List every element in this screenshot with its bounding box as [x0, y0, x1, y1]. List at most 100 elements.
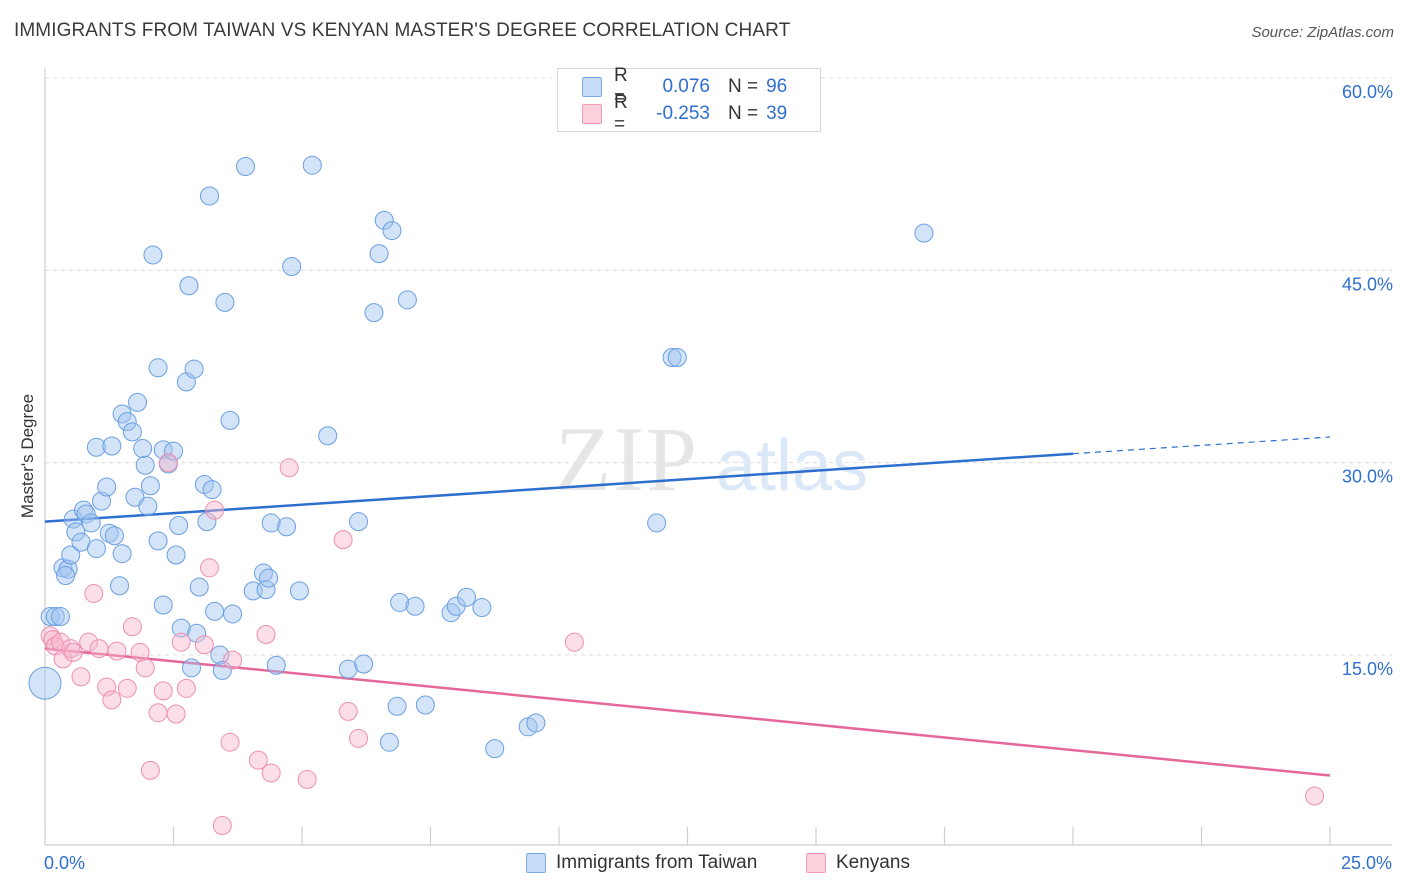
taiwan-point: [86, 437, 106, 457]
kenyans-point: [194, 635, 214, 655]
taiwan-point: [266, 655, 286, 675]
legend-swatch-kenyans: [582, 104, 602, 124]
taiwan-point: [364, 303, 384, 323]
kenyans-point: [223, 650, 243, 670]
legend-n-label: N =: [728, 103, 759, 124]
watermark: ZIP atlas: [555, 408, 868, 510]
series-label-kenyans: Kenyans: [836, 852, 910, 873]
taiwan-point: [140, 476, 160, 496]
kenyans-point: [97, 677, 117, 697]
taiwan-point: [349, 512, 369, 532]
taiwan-trendline-extension: [1072, 436, 1331, 455]
taiwan-point: [472, 598, 492, 618]
taiwan-point: [92, 491, 112, 511]
taiwan-point: [50, 607, 70, 627]
taiwan-point: [318, 426, 338, 446]
series-legend-taiwan[interactable]: Immigrants from Taiwan: [526, 852, 757, 874]
taiwan-point: [112, 544, 132, 564]
legend-swatch-taiwan: [582, 77, 602, 97]
x-tick-max: 25.0%: [1340, 853, 1392, 873]
taiwan-point: [667, 348, 687, 368]
chart-title: IMMIGRANTS FROM TAIWAN VS KENYAN MASTER'…: [14, 20, 791, 41]
taiwan-point: [289, 581, 309, 601]
kenyans-point: [171, 632, 191, 652]
taiwan-point: [382, 221, 402, 241]
taiwan-point: [397, 290, 417, 310]
trendlines: [44, 436, 1331, 777]
kenyans-point: [89, 639, 109, 659]
taiwan-point: [169, 515, 189, 535]
taiwan-point: [181, 658, 201, 678]
taiwan-point: [456, 587, 476, 607]
taiwan-point: [662, 348, 682, 368]
taiwan-point: [220, 410, 240, 430]
taiwan-point: [302, 155, 322, 175]
taiwan-point: [66, 522, 86, 542]
taiwan-point: [171, 618, 191, 638]
kenyans-point: [1305, 786, 1325, 806]
series-swatch-taiwan: [526, 853, 546, 873]
kenyans-point: [333, 530, 353, 550]
kenyans-point: [50, 632, 70, 652]
taiwan-point: [202, 480, 222, 500]
watermark-atlas: atlas: [716, 426, 868, 506]
x-tick-min: 0.0%: [44, 853, 86, 873]
kenyans-point: [176, 678, 196, 698]
taiwan-point: [277, 517, 297, 537]
kenyans-point: [166, 704, 186, 724]
taiwan-point: [354, 654, 374, 674]
taiwan-point: [45, 607, 65, 627]
kenyans-point: [140, 760, 160, 780]
kenyans-points: [40, 453, 1325, 836]
kenyans-point: [199, 558, 219, 578]
kenyans-point: [212, 816, 232, 836]
taiwan-point: [282, 256, 302, 276]
taiwan-point: [184, 359, 204, 379]
taiwan-point: [128, 392, 148, 412]
kenyans-point: [248, 750, 268, 770]
taiwan-point: [97, 477, 117, 497]
taiwan-point: [210, 645, 230, 665]
taiwan-point: [197, 512, 217, 532]
y-tick-labels: 15.0% 30.0% 45.0% 60.0%: [1342, 82, 1393, 679]
taiwan-point: [205, 601, 225, 621]
taiwan-trendline: [44, 452, 1074, 523]
taiwan-point: [99, 523, 119, 543]
axes: [44, 68, 1392, 846]
taiwan-point: [374, 210, 394, 230]
kenyans-point: [117, 678, 137, 698]
taiwan-point: [153, 440, 173, 460]
stats-legend: R = 0.076 N = 96 R = -0.253 N = 39: [557, 65, 821, 135]
kenyans-point: [158, 453, 178, 473]
taiwan-point: [256, 580, 276, 600]
gridlines: [45, 77, 1392, 656]
taiwan-point: [166, 545, 186, 565]
taiwan-point: [148, 358, 168, 378]
taiwan-point: [81, 513, 101, 533]
taiwan-point: [415, 695, 435, 715]
legend-r-label: R =: [614, 65, 628, 108]
taiwan-point: [253, 563, 273, 583]
taiwan-point: [40, 607, 60, 627]
taiwan-point: [261, 513, 281, 533]
kenyans-point: [338, 701, 358, 721]
kenyans-point: [135, 658, 155, 678]
taiwan-point: [390, 592, 410, 612]
kenyans-point: [349, 728, 369, 748]
legend-r-label: R =: [614, 92, 628, 135]
taiwan-point: [117, 412, 137, 432]
taiwan-point: [215, 292, 235, 312]
taiwan-point: [441, 603, 461, 623]
taiwan-point: [138, 496, 158, 516]
kenyans-point: [256, 624, 276, 644]
taiwan-point: [61, 545, 81, 565]
kenyans-trendline: [44, 647, 1331, 777]
series-legend-kenyans[interactable]: Kenyans: [806, 852, 910, 874]
taiwan-point: [223, 604, 243, 624]
taiwan-point: [76, 504, 96, 524]
series-swatch-kenyans: [806, 853, 826, 873]
taiwan-point: [199, 186, 219, 206]
taiwan-point: [338, 659, 358, 679]
y-tick-label-45: 45.0%: [1342, 274, 1393, 294]
kenyans-point: [63, 642, 83, 662]
